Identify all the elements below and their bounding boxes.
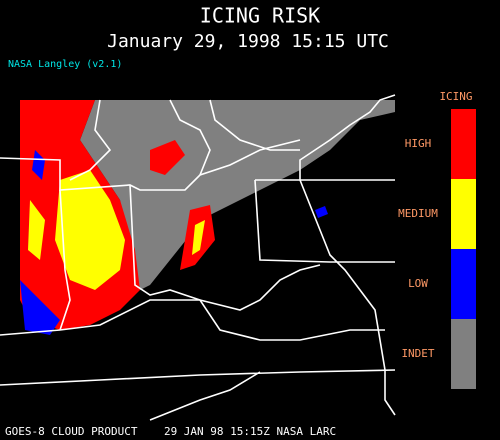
medium-region [192,220,205,255]
state-border [129,184,321,311]
credit: NASA Langley (v2.1) [8,59,122,70]
footer: GOES-8 CLOUD PRODUCT 29 JAN 98 15:15Z NA… [5,425,336,438]
title: ICING RISK [200,4,320,28]
legend-swatch [451,179,476,249]
state-border [59,189,71,331]
legend-label: LOW [408,277,428,290]
legend-label: INDET [401,347,434,360]
legend: ICING HIGH MEDIUM LOW INDET [398,90,476,389]
legend-title: ICING [439,90,472,103]
legend-swatch [451,109,476,179]
low-region [32,150,45,180]
state-border [0,369,396,386]
state-border [209,99,300,151]
legend-swatch [451,249,476,319]
legend-swatch [451,319,476,389]
state-border [169,99,211,176]
medium-region [28,200,45,260]
coastline [299,94,396,416]
state-border [0,139,301,191]
state-border [254,179,395,263]
legend-label: HIGH [405,137,432,150]
low-region [315,206,328,218]
state-border [69,99,112,181]
map [0,94,396,421]
legend-label: MEDIUM [398,207,438,220]
state-border [149,371,261,421]
low-region [20,280,60,335]
high-region [150,140,185,175]
subtitle: January 29, 1998 15:15 UTC [107,31,389,52]
state-border [0,299,385,341]
medium-region [55,170,125,290]
